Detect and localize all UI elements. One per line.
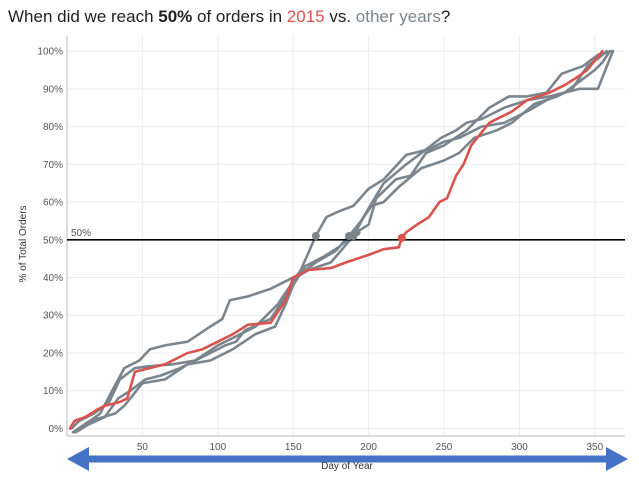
x-tick-label: 250: [436, 442, 453, 453]
x-tick-label: 350: [586, 442, 603, 453]
tick-labels: 0% 10% 20% 30% 40% 50% 60% 70% 80% 90% 100% 50 100 15…: [37, 47, 603, 453]
y-tick-label: 0%: [49, 424, 64, 435]
reference-line-label: 50%: [71, 228, 91, 239]
double-arrow-shape: [67, 447, 628, 471]
title-part-1: When did we reach: [8, 7, 159, 26]
chart-grid: [67, 36, 625, 436]
title-percent: 50%: [158, 7, 193, 26]
title-other-years: other years: [355, 7, 441, 26]
series-line-other-year: [70, 49, 612, 430]
title-part-4: ?: [440, 7, 451, 26]
marker-other-year-crossing: [311, 232, 320, 240]
y-tick-label: 20%: [43, 348, 63, 359]
y-tick-label: 90%: [43, 84, 63, 95]
y-tick-label: 10%: [43, 386, 63, 397]
y-tick-label: 40%: [43, 273, 63, 284]
y-tick-label: 70%: [43, 160, 63, 171]
marker-other-year-crossing: [352, 228, 361, 237]
series-line-other-year: [74, 49, 615, 434]
x-tick-label: 100: [209, 442, 226, 453]
title-part-3: vs.: [324, 7, 356, 26]
title-part-2: of orders in: [192, 7, 287, 26]
chart-title: When did we reach 50% of orders in 2015 …: [8, 7, 450, 27]
series-lines: [68, 49, 615, 434]
x-tick-label: 300: [511, 442, 528, 453]
title-year-highlight: 2015: [286, 7, 325, 26]
crossing-markers: [311, 228, 406, 242]
x-tick-label: 200: [360, 442, 377, 453]
y-tick-label: 100%: [37, 47, 63, 58]
y-axis-title: % of Total Orders: [18, 205, 29, 282]
y-tick-label: 30%: [43, 311, 63, 322]
chart-axes: [66, 36, 625, 437]
day-of-year-arrow: [67, 447, 628, 471]
y-tick-label: 50%: [43, 235, 63, 246]
series-line-other-year: [73, 49, 609, 434]
x-tick-label: 50: [137, 442, 149, 453]
reference-line-group: 50%: [67, 228, 625, 241]
y-tick-label: 80%: [43, 122, 63, 133]
y-tick-label: 60%: [43, 198, 63, 209]
series-line-2015: [68, 49, 604, 430]
x-tick-label: 150: [285, 442, 302, 453]
x-axis-title: Day of Year: [321, 461, 373, 472]
marker-2015-crossing: [397, 233, 406, 242]
